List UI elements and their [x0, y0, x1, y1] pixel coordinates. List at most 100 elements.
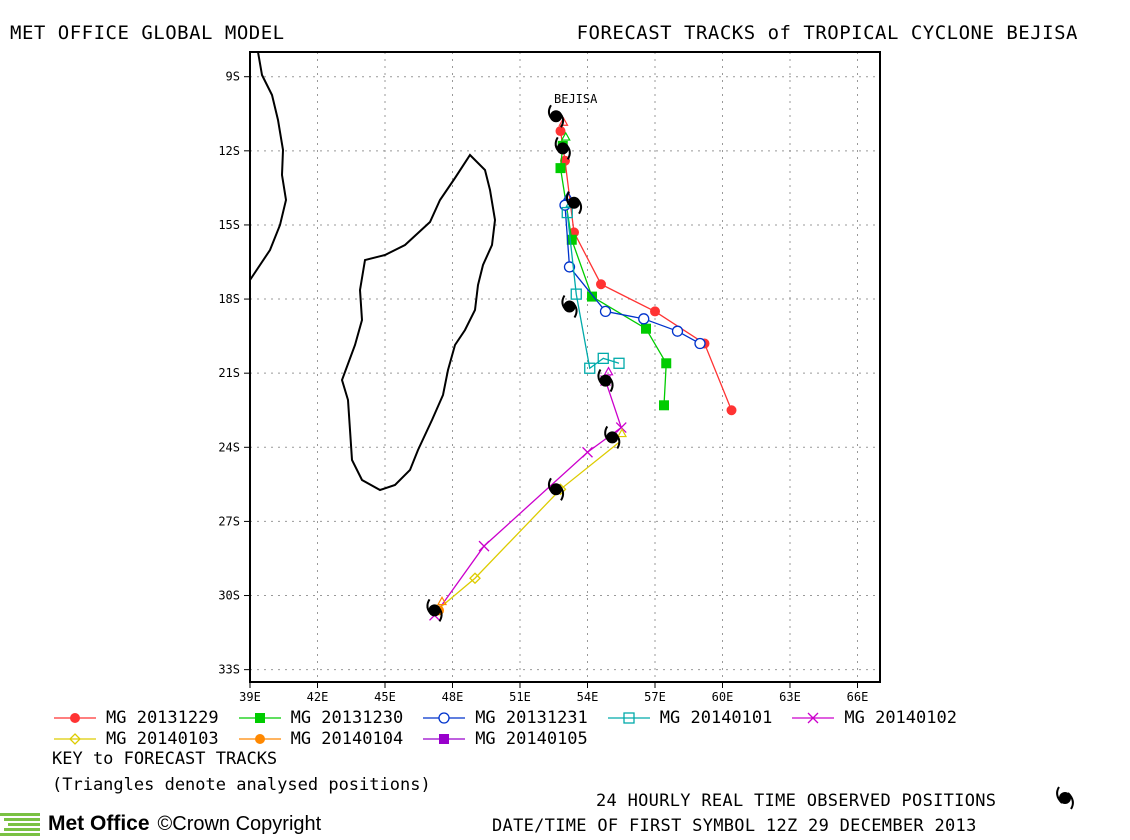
- storm-name-label: BEJISA: [554, 92, 598, 106]
- track-line: [564, 205, 701, 345]
- legend-item-label: MG 20140101: [659, 708, 773, 728]
- tick-label-lat: 21S: [218, 366, 240, 380]
- track-point: [438, 712, 450, 724]
- africa-coastline: [249, 51, 288, 281]
- observed-positions: [426, 104, 621, 622]
- tick-label-lon: 60E: [712, 690, 734, 704]
- track-point: [613, 357, 625, 369]
- tick-label-lon: 66E: [847, 690, 869, 704]
- header-right-title: FORECAST TRACKS of TROPICAL CYCLONE BEJI…: [576, 22, 1078, 44]
- cyclone-symbol-icon: [604, 425, 621, 449]
- cyclone-symbol-icon: [597, 369, 614, 393]
- forecast-tracks: [429, 116, 737, 621]
- met-office-logo: Met Office ©Crown Copyright: [0, 808, 321, 840]
- legend-list-2: MG 20140103 MG 20140104 MG 20140105: [52, 729, 606, 752]
- legend-key-note: (Triangles denote analysed positions): [52, 775, 431, 795]
- track-line: [436, 441, 620, 611]
- track-point: [659, 400, 669, 411]
- track-point: [563, 261, 576, 273]
- tick-label-lat: 27S: [218, 514, 240, 528]
- track-point: [694, 337, 706, 350]
- legend-swatch-icon: [423, 712, 466, 724]
- track-point: [584, 362, 596, 374]
- track-line: [433, 380, 623, 616]
- track-point: [69, 733, 81, 745]
- track-point: [439, 734, 450, 744]
- first-symbol-datetime: DATE/TIME OF FIRST SYMBOL 12Z 29 DECEMBE…: [492, 816, 977, 836]
- legend-item: MG 20131231: [421, 708, 588, 728]
- cyclone-symbol-icon: [565, 191, 583, 215]
- legend-item: MG 20140102: [790, 708, 957, 728]
- tick-label-lon: 54E: [577, 690, 599, 704]
- track-point: [570, 288, 582, 300]
- tick-label-lat: 15S: [218, 218, 240, 232]
- met-office-wordmark: Met Office: [48, 812, 150, 835]
- track-point: [661, 358, 672, 369]
- axis-ticks: 39E 42E 45E 48E 51E 54E 57E 60E 63E 66E 9S 12S 15S 18…: [218, 70, 868, 704]
- track-point: [603, 366, 614, 376]
- tick-label-lon: 42E: [307, 690, 329, 704]
- tick-label-lat: 9S: [226, 70, 240, 84]
- legend-item-label: MG 20140103: [106, 729, 219, 749]
- legend-item-label: MG 20131230: [290, 708, 404, 728]
- track-series: [430, 428, 628, 617]
- legend-item: MG 20140103: [52, 729, 219, 749]
- track-point: [582, 446, 593, 458]
- legend-swatch-icon: [238, 734, 281, 744]
- legend-row-2: MG 20140103 MG 20140104 MG 20140105: [52, 729, 606, 752]
- track-point: [561, 206, 573, 219]
- track-point: [70, 713, 80, 723]
- track-series: [561, 198, 625, 374]
- track-point: [616, 428, 628, 438]
- tick-label-lat: 33S: [218, 663, 240, 677]
- legend-item-label: MG 20140105: [475, 729, 588, 749]
- track-point: [566, 234, 577, 245]
- cyclone-symbol-icon: [547, 477, 565, 501]
- track-point: [555, 126, 566, 137]
- track-point: [615, 422, 627, 433]
- cyclone-symbol-icon: [561, 294, 578, 319]
- legend-list-1: MG 20131229 MG 20131230 MG 20131231 MG 2014…: [52, 708, 975, 731]
- legend-item-label: MG 20131229: [106, 708, 219, 728]
- track-point: [560, 131, 571, 141]
- track-point: [597, 352, 609, 365]
- track-point: [599, 305, 612, 318]
- legend-item-label: MG 20140102: [844, 708, 957, 728]
- crown-copyright: ©Crown Copyright: [157, 812, 322, 835]
- tick-label-lon: 63E: [779, 690, 801, 704]
- track-point: [469, 572, 481, 585]
- header-left-title: MET OFFICE GLOBAL MODEL: [10, 22, 285, 44]
- track-point: [478, 540, 490, 552]
- track-line: [559, 130, 733, 411]
- track-point: [623, 712, 635, 724]
- legend-swatch-icon: [54, 733, 96, 745]
- legend-item: MG 20140104: [237, 729, 403, 749]
- legend-item: MG 20131229: [52, 708, 219, 728]
- tick-label-lon: 51E: [509, 690, 531, 704]
- track-point: [641, 323, 651, 334]
- madagascar-coastline: [340, 153, 497, 492]
- land-outline: [249, 51, 497, 492]
- tick-label-lat: 30S: [218, 589, 240, 603]
- track-point: [558, 116, 569, 126]
- tick-label-lat: 12S: [218, 144, 240, 158]
- legend-item-label: MG 20131231: [475, 708, 588, 728]
- legend-swatch-icon: [423, 734, 466, 744]
- tick-label-lon: 48E: [442, 690, 464, 704]
- legend-item: MG 20140101: [606, 708, 773, 728]
- track-point: [587, 291, 597, 302]
- legend-item: MG 20140105: [421, 729, 588, 749]
- track-point: [671, 325, 684, 337]
- track-point: [555, 163, 566, 174]
- legend-swatch-icon: [792, 712, 835, 724]
- tick-label-lon: 57E: [644, 690, 666, 704]
- legend-swatch-icon: [238, 713, 281, 723]
- observed-symbol-icon: [1056, 786, 1074, 810]
- track-point: [638, 313, 650, 325]
- tick-label-lat: 18S: [218, 292, 240, 306]
- observed-positions-text: 24 HOURLY REAL TIME OBSERVED POSITIONS: [596, 791, 997, 811]
- tick-label-lon: 39E: [239, 690, 261, 704]
- tick-label-lon: 45E: [374, 690, 396, 704]
- legend-item: MG 20131230: [237, 708, 404, 728]
